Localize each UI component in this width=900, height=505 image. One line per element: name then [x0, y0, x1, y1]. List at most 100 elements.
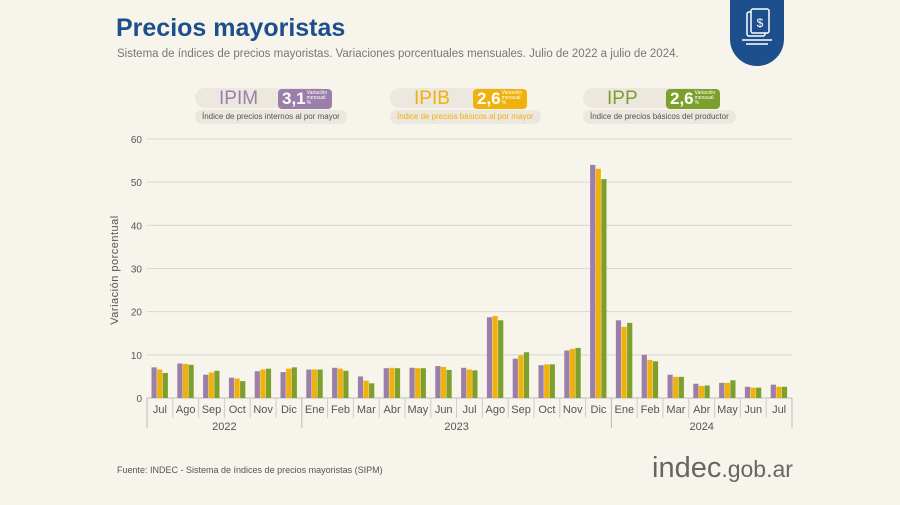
x-tick-label: Jun — [744, 404, 762, 416]
x-tick-label: Sep — [511, 404, 531, 416]
bar-ipim — [744, 386, 751, 398]
y-tick-label: 40 — [131, 221, 143, 232]
bar-ipp — [678, 376, 684, 398]
x-tick-label: Ago — [176, 404, 196, 416]
y-tick-label: 30 — [131, 265, 143, 276]
bar-ipib — [440, 366, 447, 398]
bar-ipib — [337, 368, 343, 398]
x-tick-label: Oct — [229, 404, 246, 416]
year-label: 2022 — [212, 421, 236, 433]
bar-ipim — [615, 320, 622, 398]
x-tick-label: Dic — [591, 404, 607, 416]
bar-ipib — [647, 360, 653, 398]
bar-ipib — [776, 386, 782, 398]
bar-ipib — [260, 369, 266, 398]
year-label: 2023 — [444, 421, 468, 433]
logo-main: indec — [652, 452, 722, 484]
bar-ipib — [157, 369, 163, 398]
bar-ipp — [369, 383, 375, 398]
bar-chart: 0 10 20 30 40 50 60 Variación porcentual Jul Ago S… — [109, 135, 793, 433]
y-tick-label: 20 — [131, 308, 143, 319]
bar-ipib — [415, 368, 421, 398]
bar-ipp — [704, 385, 710, 398]
bar-ipib — [182, 363, 189, 398]
x-tick-label: Feb — [331, 404, 350, 416]
x-tick-label: May — [408, 404, 429, 416]
legend-value: 2,6 Variación mensual % — [473, 89, 527, 109]
bar-ipp — [420, 368, 426, 398]
bar-ipim — [770, 384, 776, 398]
x-tick-label: Nov — [563, 404, 583, 416]
x-tick-label: Jul — [772, 404, 786, 416]
bar-ipp — [240, 381, 246, 398]
bar-ipib — [311, 369, 318, 398]
bar-ipim — [435, 366, 441, 398]
bar-ipim — [357, 376, 364, 398]
bar-ipim — [667, 374, 673, 398]
page-title: Precios mayoristas — [116, 14, 346, 42]
bar-ipib — [724, 382, 730, 398]
bar-ipp — [472, 370, 478, 398]
x-tick-label: Oct — [538, 404, 555, 416]
bar-ipib — [544, 364, 550, 398]
x-tick-label: Ago — [486, 404, 506, 416]
bar-ipp — [317, 369, 323, 398]
y-axis-label: Variación porcentual — [109, 215, 121, 324]
x-tick-label: Mar — [357, 404, 376, 416]
indec-logo: indec.gob.ar — [652, 452, 793, 485]
x-tick-label: Jul — [153, 404, 167, 416]
legend-value-text: 3,1 — [282, 89, 306, 108]
y-tick-label: 50 — [131, 178, 143, 189]
bar-ipp — [265, 368, 272, 398]
x-tick-label: Ene — [615, 404, 635, 416]
bar-ipp — [214, 370, 220, 398]
bar-ipp — [162, 372, 168, 398]
x-tick-label: Dic — [281, 404, 297, 416]
bar-ipim — [409, 367, 415, 398]
bar-ipp — [652, 361, 659, 398]
y-tick-label: 10 — [131, 351, 143, 362]
source-note: Fuente: INDEC - Sistema de índices de pr… — [117, 465, 383, 475]
page-subtitle: Sistema de índices de precios mayoristas… — [117, 48, 679, 60]
bar-ipp — [730, 380, 736, 398]
bar-ipp — [446, 369, 452, 398]
bar-ipib — [673, 376, 679, 398]
bar-ipib — [750, 387, 756, 398]
bar-ipp — [291, 367, 297, 398]
y-tick-label: 0 — [136, 394, 142, 405]
bar-ipib — [389, 367, 395, 398]
bar-ipim — [538, 365, 544, 398]
bar-ipim — [512, 358, 518, 398]
bar-ipim — [177, 363, 183, 398]
bar-ipim — [641, 354, 647, 398]
bar-ipib — [492, 315, 498, 398]
y-tick-label: 60 — [131, 135, 143, 146]
bar-ipib — [466, 369, 472, 398]
year-label: 2024 — [689, 421, 713, 433]
bar-ipib — [698, 385, 705, 398]
bar-ipp — [498, 320, 504, 398]
legend-note: Variación mensual % — [306, 90, 328, 106]
x-tick-label: Sep — [202, 404, 222, 416]
x-tick-label: Jul — [462, 404, 476, 416]
bar-ipim — [228, 377, 235, 398]
bar-ipim — [719, 382, 725, 398]
bar-ipib — [595, 168, 601, 398]
bar-ipim — [306, 369, 312, 398]
legend-value-text: 2,6 — [477, 89, 501, 108]
x-tick-label: Mar — [666, 404, 685, 416]
bar-ipp — [188, 364, 194, 398]
bar-ipim — [383, 368, 389, 398]
x-tick-label: Jun — [435, 404, 453, 416]
legend-desc: Índice de precios básicos del productor — [583, 110, 736, 124]
bar-ipim — [693, 383, 699, 398]
bar-ipim — [590, 164, 596, 398]
price-document-icon: $ — [730, 0, 784, 66]
bar-ipim — [332, 367, 338, 398]
bar-ipp — [627, 322, 633, 398]
bar-ipp — [394, 368, 401, 398]
bar-ipp — [756, 387, 762, 398]
x-tick-label: Abr — [384, 404, 401, 416]
bar-ipp — [601, 179, 607, 398]
legend-value: 3,1 Variación mensual % — [278, 89, 332, 109]
